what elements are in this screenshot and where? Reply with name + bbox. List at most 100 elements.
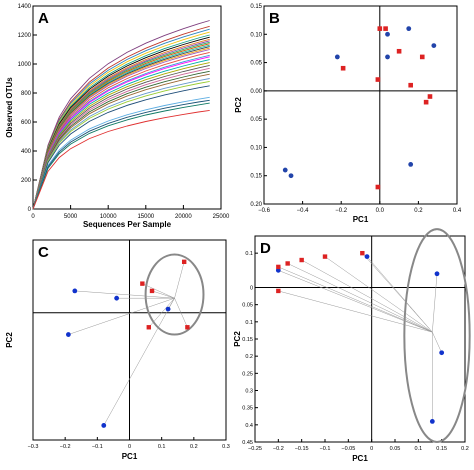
y-tick-label: 0.15 — [250, 4, 262, 10]
x-tick-label: 0.05 — [390, 446, 401, 452]
y-tick-label: 200 — [21, 178, 32, 184]
scatter-point-red — [408, 82, 413, 88]
connector-line — [432, 332, 442, 353]
x-tick-label: 0 — [370, 446, 373, 452]
x-tick-label: 10000 — [100, 214, 117, 220]
y-tick-label: 0.3 — [245, 389, 253, 395]
connector-line — [287, 263, 433, 333]
scatter-point-red — [299, 257, 304, 263]
panel-d-label: D — [260, 240, 271, 257]
y-tick-label: 0.2 — [245, 354, 253, 360]
y-tick-label: 0.05 — [242, 303, 253, 309]
connector-line — [362, 253, 433, 333]
y-tick-label: 800 — [21, 91, 32, 97]
panel-b-pcoa: B −0.6 −0.4 −0.2 0.0 0.2 0.4 0.15 0.10 0.05 0.00 0.… — [234, 4, 462, 224]
scatter-point-blue — [364, 254, 370, 259]
y-tick-label: 0.10 — [250, 145, 262, 151]
scatter-point-red — [146, 325, 151, 330]
x-tick-label: 0.4 — [453, 208, 462, 214]
x-tick-label: −0.3 — [28, 444, 39, 450]
y-axis-label: Observed OTUs — [5, 77, 14, 138]
y-tick-label: 0.25 — [242, 371, 253, 377]
panel-c-pcoa: C −0.3 −0.2 −0.1 0 0.1 0.2 0.3 PC1 PC2 — [5, 239, 230, 461]
y-tick-label: 0.15 — [242, 337, 253, 343]
connector-line — [278, 266, 433, 333]
y-tick-label: 0.1 — [245, 251, 253, 257]
cluster-ellipse — [403, 228, 471, 444]
x-tick-label: 0.2 — [461, 446, 469, 452]
connector-line — [148, 298, 175, 328]
rarefaction-curve — [32, 20, 210, 210]
x-tick-label: −0.1 — [92, 444, 103, 450]
scatter-point-red — [322, 254, 328, 259]
x-tick-label: 0.15 — [436, 446, 447, 452]
y-tick-label: 0.20 — [250, 202, 262, 208]
scatter-point-red — [383, 26, 388, 31]
y-tick-label: 600 — [21, 120, 32, 126]
scatter-point-red — [375, 184, 381, 190]
y-tick-label: 0.15 — [250, 174, 262, 180]
connector-line — [74, 290, 175, 299]
scatter-point-blue — [406, 26, 412, 32]
connector-line — [278, 290, 433, 333]
scatter-point-red — [276, 264, 281, 270]
x-tick-label: −0.2 — [335, 208, 348, 214]
x-tick-label: −0.2 — [273, 446, 284, 452]
x-tick-label: 25000 — [213, 214, 230, 220]
rarefaction-curve — [32, 99, 210, 210]
x-tick-label: −0.05 — [341, 446, 355, 452]
scatter-point-blue — [282, 167, 288, 173]
scatter-point-blue — [288, 173, 294, 179]
scatter-point-red — [427, 94, 433, 99]
x-tick-label: −0.25 — [248, 446, 262, 452]
y-tick-label: 0 — [28, 207, 32, 213]
y-axis-label: PC2 — [5, 332, 14, 348]
panel-d-pcoa: D −0.25 −0.2 −0.15 −0.1 −0.05 0 0.05 0.1 0.15 0.2 0… — [233, 228, 471, 463]
scatter-point-red — [419, 54, 425, 60]
y-tick-label: 1200 — [18, 33, 32, 39]
x-axis-label: PC1 — [352, 454, 368, 463]
y-tick-label: 0.4 — [245, 423, 253, 429]
scatter-point-blue — [408, 162, 414, 167]
panel-a-rarefaction: A 0 5000 10000 15000 20000 25000 0 200 400 600 800 1… — [5, 4, 230, 229]
y-tick-label: 0.1 — [245, 320, 253, 326]
scatter-point-blue — [439, 350, 445, 356]
y-tick-label: 0.10 — [250, 32, 262, 38]
y-axis-label: PC2 — [233, 331, 242, 347]
y-axis-label: PC2 — [234, 97, 243, 113]
connector-line — [432, 273, 438, 333]
panel-a-frame — [32, 5, 222, 210]
x-tick-label: 0.3 — [222, 444, 230, 450]
x-axis-label: Sequences Per Sample — [83, 220, 172, 229]
x-tick-label: 20000 — [175, 214, 192, 220]
x-tick-label: −0.6 — [258, 208, 271, 214]
y-tick-label: 0.35 — [242, 406, 253, 412]
x-tick-label: 0.2 — [414, 208, 423, 214]
x-tick-label: 0.0 — [376, 208, 385, 214]
scatter-point-red — [423, 99, 429, 105]
scatter-point-blue — [429, 419, 435, 424]
y-tick-label: 0 — [250, 286, 253, 292]
scatter-point-blue — [165, 306, 171, 312]
connector-line — [103, 298, 175, 426]
scatter-point-red — [276, 288, 281, 294]
x-axis-label: PC1 — [122, 452, 138, 461]
connector-line — [151, 290, 175, 299]
panel-a-label: A — [38, 10, 49, 27]
x-tick-label: 0.1 — [415, 446, 423, 452]
y-tick-label: 0.45 — [242, 440, 253, 446]
rarefaction-curve — [32, 102, 210, 210]
x-tick-label: −0.1 — [320, 446, 331, 452]
scatter-point-red — [375, 77, 381, 82]
scatter-point-red — [185, 325, 190, 330]
scatter-point-blue — [114, 295, 120, 301]
scatter-point-blue — [72, 288, 78, 294]
x-tick-label: 0 — [31, 214, 35, 220]
x-tick-label: 15000 — [137, 214, 154, 220]
connector-line — [324, 256, 433, 333]
connector-line — [68, 297, 175, 335]
rarefaction-curve — [32, 80, 210, 210]
scatter-point-red — [181, 259, 187, 265]
x-tick-label: −0.4 — [297, 208, 310, 214]
